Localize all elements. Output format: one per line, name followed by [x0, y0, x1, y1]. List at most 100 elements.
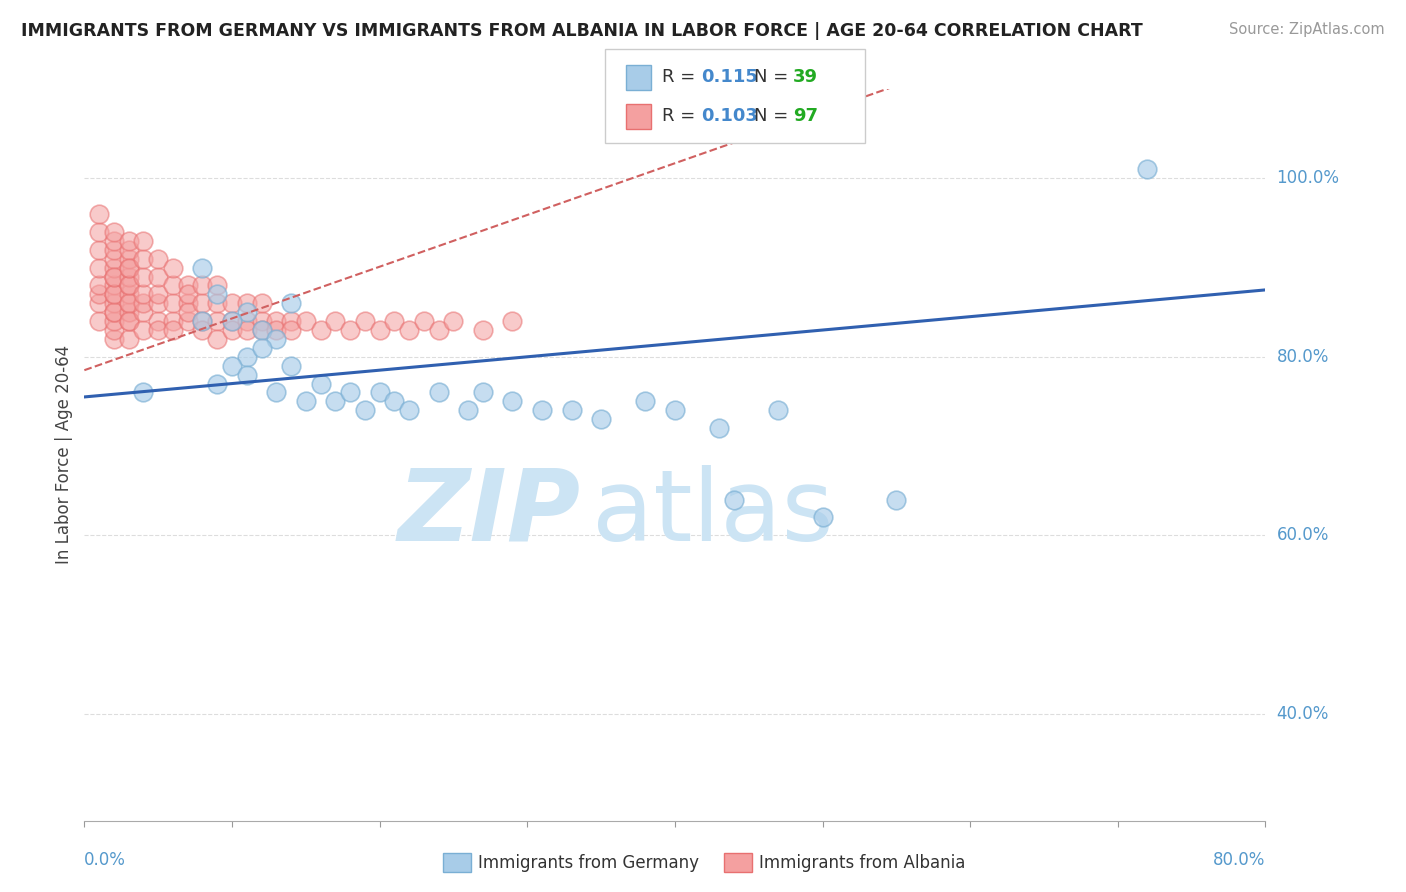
Point [118, 278, 141, 293]
Text: 40.0%: 40.0% [1277, 705, 1329, 723]
Point [457, 403, 479, 417]
Text: R =: R = [662, 107, 702, 125]
Point [118, 278, 141, 293]
Point [118, 314, 141, 328]
Point [148, 296, 170, 310]
Point [221, 359, 243, 373]
Point [103, 314, 125, 328]
Point [103, 260, 125, 275]
Point [148, 269, 170, 284]
Point [280, 296, 302, 310]
Point [191, 260, 214, 275]
Point [191, 314, 214, 328]
Point [207, 278, 229, 293]
Text: Source: ZipAtlas.com: Source: ZipAtlas.com [1229, 22, 1385, 37]
Point [118, 296, 141, 310]
Text: 100.0%: 100.0% [1277, 169, 1340, 187]
Point [162, 278, 184, 293]
Point [118, 234, 141, 248]
Point [382, 394, 406, 409]
Point [250, 323, 273, 337]
Point [236, 368, 259, 382]
Point [103, 243, 125, 257]
Point [398, 403, 420, 417]
Point [250, 323, 273, 337]
Point [221, 314, 243, 328]
Point [443, 314, 465, 328]
Point [103, 287, 125, 301]
Point [207, 314, 229, 328]
Text: ZIP: ZIP [398, 465, 581, 562]
Point [250, 341, 273, 355]
Point [266, 314, 288, 328]
Point [118, 243, 141, 257]
Text: N =: N = [754, 68, 793, 86]
Point [250, 296, 273, 310]
Point [118, 260, 141, 275]
Point [103, 225, 125, 239]
Text: 80.0%: 80.0% [1277, 348, 1329, 366]
Point [162, 260, 184, 275]
Point [472, 323, 495, 337]
Y-axis label: In Labor Force | Age 20-64: In Labor Force | Age 20-64 [55, 345, 73, 565]
Point [427, 323, 450, 337]
Point [177, 287, 200, 301]
Point [87, 314, 111, 328]
Point [339, 323, 361, 337]
Point [709, 421, 731, 435]
Text: Immigrants from Albania: Immigrants from Albania [759, 854, 966, 871]
Point [118, 296, 141, 310]
Point [591, 412, 613, 426]
Point [236, 305, 259, 319]
Point [87, 260, 111, 275]
Text: IMMIGRANTS FROM GERMANY VS IMMIGRANTS FROM ALBANIA IN LABOR FORCE | AGE 20-64 CO: IMMIGRANTS FROM GERMANY VS IMMIGRANTS FR… [21, 22, 1143, 40]
Point [87, 243, 111, 257]
Point [103, 305, 125, 319]
Point [132, 305, 155, 319]
Text: N =: N = [754, 107, 793, 125]
Point [768, 403, 790, 417]
Text: atlas: atlas [592, 465, 834, 562]
Point [339, 385, 361, 400]
Point [132, 385, 155, 400]
Point [354, 314, 377, 328]
Point [118, 305, 141, 319]
Point [118, 269, 141, 284]
Point [148, 252, 170, 266]
Point [191, 314, 214, 328]
Point [723, 492, 745, 507]
Text: 97: 97 [793, 107, 818, 125]
Point [103, 234, 125, 248]
Point [280, 314, 302, 328]
Point [1136, 162, 1159, 177]
Point [207, 287, 229, 301]
Point [664, 403, 686, 417]
Point [191, 296, 214, 310]
Point [87, 207, 111, 221]
Point [368, 385, 391, 400]
Point [309, 323, 332, 337]
Point [382, 314, 406, 328]
Point [811, 510, 834, 524]
Point [325, 314, 347, 328]
Point [162, 323, 184, 337]
Text: 0.0%: 0.0% [84, 851, 127, 869]
Point [309, 376, 332, 391]
Point [886, 492, 908, 507]
Point [162, 296, 184, 310]
Point [103, 269, 125, 284]
Point [87, 278, 111, 293]
Point [221, 296, 243, 310]
Point [103, 323, 125, 337]
Point [103, 269, 125, 284]
Point [236, 314, 259, 328]
Point [162, 314, 184, 328]
Point [368, 323, 391, 337]
Point [132, 323, 155, 337]
Point [634, 394, 657, 409]
Point [87, 287, 111, 301]
Text: R =: R = [662, 68, 702, 86]
Text: 80.0%: 80.0% [1213, 851, 1265, 869]
Point [118, 314, 141, 328]
Point [295, 314, 318, 328]
